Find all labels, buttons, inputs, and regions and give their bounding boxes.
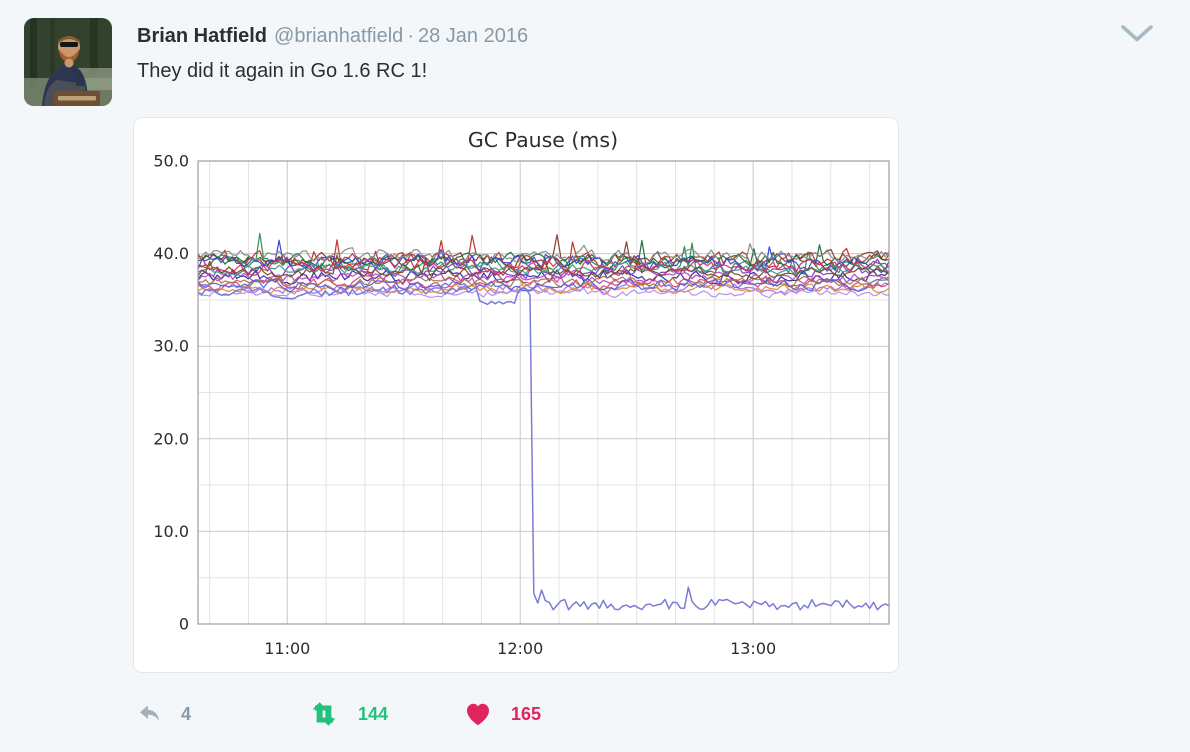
avatar-photo	[24, 18, 112, 106]
svg-text:0: 0	[179, 615, 189, 634]
tweet-date[interactable]: 28 Jan 2016	[417, 25, 529, 47]
header-separator: ·	[407, 25, 414, 47]
axis-tick-labels: 50.0 40.0 30.0 20.0 10.0 0 11:00 12:00 13:00	[153, 152, 776, 659]
reply-button[interactable]: 4	[135, 698, 191, 730]
retweet-button[interactable]: 144	[307, 698, 388, 730]
like-button[interactable]: 165	[462, 698, 541, 730]
reply-count: 4	[181, 703, 192, 724]
svg-text:13:00: 13:00	[730, 639, 776, 658]
band-series	[197, 232, 890, 299]
svg-text:11:00: 11:00	[264, 639, 310, 658]
chevron-down-icon[interactable]	[1120, 24, 1154, 44]
author-name[interactable]: Brian Hatfield	[137, 25, 268, 47]
chart-card[interactable]: GC Pause (ms) 50.0 40.0 30.0 20.0 10.0 0 11:00…	[133, 117, 899, 673]
grid-lines	[198, 161, 889, 624]
like-count: 165	[511, 703, 542, 724]
svg-text:50.0: 50.0	[153, 152, 189, 171]
gc-pause-chart[interactable]: GC Pause (ms) 50.0 40.0 30.0 20.0 10.0 0 11:00…	[134, 118, 900, 674]
svg-text:30.0: 30.0	[153, 337, 189, 356]
svg-text:40.0: 40.0	[153, 244, 189, 263]
retweet-count: 144	[358, 703, 389, 724]
tweet-header: Brian Hatfield @brianhatfield · 28 Jan 2016	[137, 24, 528, 48]
reply-arrow-icon	[139, 705, 160, 721]
drop-series	[197, 285, 890, 611]
author-handle[interactable]: @brianhatfield	[274, 25, 404, 47]
heart-icon	[467, 703, 489, 726]
svg-text:20.0: 20.0	[153, 429, 189, 448]
svg-text:12:00: 12:00	[497, 639, 543, 658]
avatar[interactable]	[24, 18, 112, 106]
retweet-cycle-icon	[312, 702, 336, 726]
tweet-text: They did it again in Go 1.6 RC 1!	[137, 60, 428, 82]
tweet-actions: 4 144 165	[0, 698, 1190, 732]
svg-text:10.0: 10.0	[153, 522, 189, 541]
chart-title: GC Pause (ms)	[468, 128, 618, 152]
plot-border	[197, 160, 890, 625]
